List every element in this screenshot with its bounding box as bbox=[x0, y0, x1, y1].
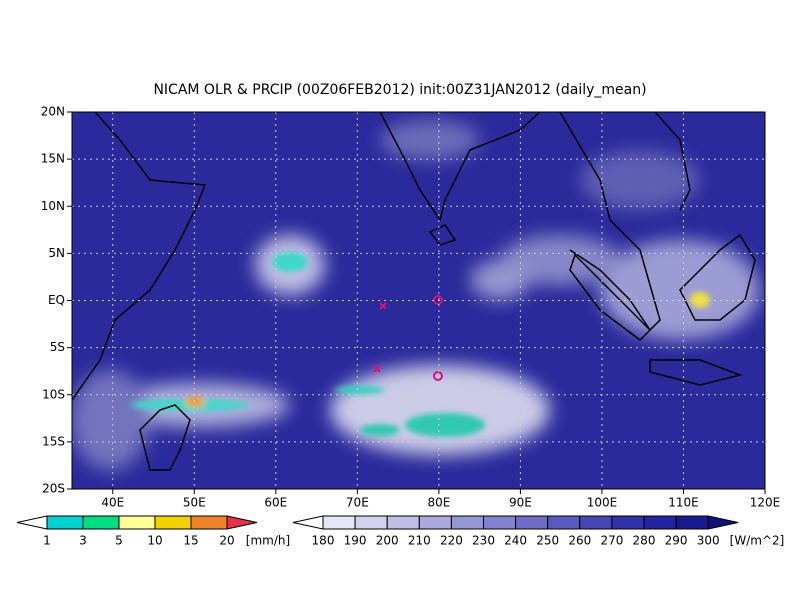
colorbar-box bbox=[118, 515, 156, 530]
colorbar-box bbox=[611, 515, 645, 530]
colorbar-box bbox=[418, 515, 452, 530]
lat-label: 20N bbox=[41, 105, 65, 119]
colorbar-box bbox=[579, 515, 613, 530]
colorbar-label: 210 bbox=[408, 534, 431, 548]
colorbar-high bbox=[707, 515, 739, 530]
colorbar-unit: [mm/h] bbox=[246, 534, 290, 548]
colorbar-box bbox=[46, 515, 84, 530]
lon-label: 80E bbox=[427, 496, 450, 510]
map-frame bbox=[71, 111, 766, 490]
colorbar-label: 230 bbox=[472, 534, 495, 548]
map-title: NICAM OLR & PRCIP (00Z06FEB2012) init:00… bbox=[153, 82, 646, 98]
colorbar-label: 290 bbox=[665, 534, 688, 548]
colorbar-label: 190 bbox=[344, 534, 367, 548]
colorbar-label: 300 bbox=[697, 534, 720, 548]
colorbar-low bbox=[292, 515, 324, 530]
colorbar-label: 15 bbox=[183, 534, 198, 548]
colorbar-label: 10 bbox=[147, 534, 162, 548]
colorbar-box bbox=[322, 515, 356, 530]
lat-label: 5S bbox=[50, 340, 65, 354]
colorbar-box bbox=[643, 515, 677, 530]
colorbar-box bbox=[386, 515, 420, 530]
colorbar-box bbox=[483, 515, 517, 530]
colorbar-box bbox=[547, 515, 581, 530]
colorbar-box bbox=[354, 515, 388, 530]
colorbar-label: 280 bbox=[633, 534, 656, 548]
colorbar-label: 220 bbox=[440, 534, 463, 548]
lat-label: 20S bbox=[42, 482, 65, 496]
colorbar-label: 5 bbox=[115, 534, 123, 548]
colorbar-label: 260 bbox=[568, 534, 591, 548]
colorbar-label: 180 bbox=[312, 534, 335, 548]
lon-label: 70E bbox=[346, 496, 369, 510]
lat-label: 10N bbox=[41, 199, 65, 213]
colorbar-high bbox=[226, 515, 258, 530]
colorbar-box bbox=[154, 515, 192, 530]
lat-label: 10S bbox=[42, 387, 65, 401]
colorbar-box bbox=[675, 515, 709, 530]
colorbar-box bbox=[82, 515, 120, 530]
colorbar-box bbox=[190, 515, 228, 530]
colorbar-label: 250 bbox=[536, 534, 559, 548]
lon-label: 110E bbox=[668, 496, 699, 510]
colorbar-box bbox=[450, 515, 484, 530]
colorbar-label: 1 bbox=[43, 534, 51, 548]
colorbar-label: 200 bbox=[376, 534, 399, 548]
colorbar-unit: [W/m^2] bbox=[730, 534, 785, 548]
lat-label: 15S bbox=[42, 434, 65, 448]
lon-label: 50E bbox=[183, 496, 206, 510]
lon-label: 90E bbox=[509, 496, 532, 510]
lon-label: 40E bbox=[101, 496, 124, 510]
colorbar-box bbox=[515, 515, 549, 530]
colorbar-label: 20 bbox=[219, 534, 234, 548]
lat-label: 15N bbox=[41, 152, 65, 166]
colorbar-label: 3 bbox=[79, 534, 87, 548]
lon-label: 120E bbox=[750, 496, 781, 510]
lat-label: EQ bbox=[48, 293, 65, 307]
colorbar-low bbox=[16, 515, 48, 530]
lat-label: 5N bbox=[48, 246, 65, 260]
lon-label: 100E bbox=[587, 496, 618, 510]
colorbar-label: 270 bbox=[600, 534, 623, 548]
lon-label: 60E bbox=[264, 496, 287, 510]
colorbar-label: 240 bbox=[504, 534, 527, 548]
